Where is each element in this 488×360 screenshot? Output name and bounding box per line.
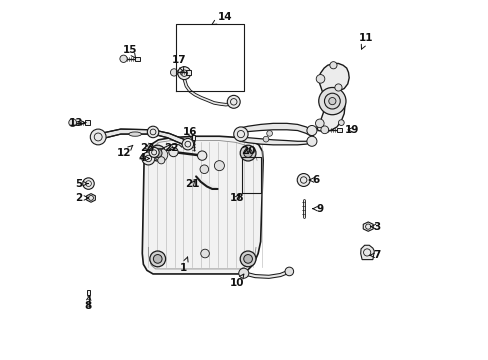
- Text: 15: 15: [122, 45, 137, 58]
- Circle shape: [297, 174, 309, 186]
- Circle shape: [142, 152, 155, 165]
- Circle shape: [82, 178, 94, 189]
- Circle shape: [328, 98, 335, 105]
- Bar: [336, 127, 342, 132]
- Circle shape: [318, 87, 346, 115]
- Circle shape: [147, 126, 159, 138]
- Circle shape: [263, 136, 268, 142]
- Polygon shape: [240, 136, 312, 145]
- Circle shape: [243, 255, 252, 263]
- Polygon shape: [97, 129, 188, 147]
- Circle shape: [69, 119, 76, 126]
- Text: 13: 13: [68, 118, 86, 128]
- Bar: [191, 135, 195, 140]
- Text: 14: 14: [211, 12, 232, 24]
- Circle shape: [316, 75, 324, 83]
- Circle shape: [214, 161, 224, 171]
- Text: 19: 19: [344, 125, 359, 135]
- Text: 7: 7: [369, 250, 380, 260]
- Circle shape: [227, 95, 240, 108]
- Circle shape: [240, 145, 255, 161]
- Text: 10: 10: [230, 274, 244, 288]
- Text: 8: 8: [84, 296, 91, 311]
- Circle shape: [306, 126, 316, 135]
- Text: 18: 18: [230, 193, 244, 203]
- Polygon shape: [142, 136, 263, 274]
- Bar: [86, 290, 90, 295]
- Circle shape: [182, 138, 193, 150]
- Polygon shape: [360, 245, 373, 260]
- Text: 11: 11: [359, 33, 373, 49]
- Circle shape: [178, 67, 190, 80]
- Circle shape: [338, 120, 344, 126]
- Circle shape: [285, 267, 293, 276]
- Text: 3: 3: [370, 222, 380, 231]
- Circle shape: [154, 132, 159, 136]
- Text: 12: 12: [117, 145, 133, 158]
- Circle shape: [240, 251, 255, 267]
- Bar: [185, 70, 190, 75]
- Text: 5: 5: [75, 179, 88, 189]
- Circle shape: [155, 148, 167, 161]
- Text: 1: 1: [180, 257, 188, 273]
- Text: 4: 4: [138, 153, 149, 163]
- Text: 6: 6: [309, 175, 319, 185]
- Circle shape: [201, 249, 209, 258]
- Text: 21: 21: [185, 179, 199, 189]
- Circle shape: [153, 255, 162, 263]
- Circle shape: [306, 136, 316, 146]
- Ellipse shape: [128, 132, 141, 136]
- Circle shape: [320, 126, 328, 134]
- Text: 20: 20: [241, 145, 255, 156]
- Circle shape: [197, 151, 206, 160]
- Circle shape: [266, 131, 272, 136]
- Circle shape: [334, 84, 341, 91]
- Text: 23: 23: [140, 143, 154, 153]
- Circle shape: [90, 129, 106, 145]
- Polygon shape: [240, 123, 312, 137]
- Circle shape: [324, 93, 340, 109]
- Circle shape: [153, 149, 162, 157]
- Circle shape: [120, 55, 127, 62]
- Circle shape: [170, 69, 178, 76]
- Circle shape: [149, 145, 165, 161]
- Text: 16: 16: [183, 127, 197, 139]
- Circle shape: [158, 157, 164, 164]
- Circle shape: [329, 62, 336, 69]
- Circle shape: [149, 251, 165, 267]
- Circle shape: [200, 165, 208, 174]
- Polygon shape: [196, 176, 217, 189]
- Bar: [85, 120, 90, 125]
- Circle shape: [315, 119, 324, 128]
- Polygon shape: [316, 63, 348, 132]
- Text: 2: 2: [75, 193, 88, 203]
- Polygon shape: [363, 222, 372, 231]
- Circle shape: [238, 268, 248, 278]
- Circle shape: [243, 149, 252, 157]
- Text: 9: 9: [312, 204, 323, 214]
- Polygon shape: [86, 194, 95, 202]
- Bar: [135, 57, 140, 61]
- Circle shape: [147, 131, 151, 135]
- Circle shape: [233, 127, 247, 141]
- Text: 22: 22: [163, 143, 178, 153]
- Circle shape: [168, 147, 178, 157]
- Text: 17: 17: [172, 55, 186, 71]
- Circle shape: [149, 147, 159, 157]
